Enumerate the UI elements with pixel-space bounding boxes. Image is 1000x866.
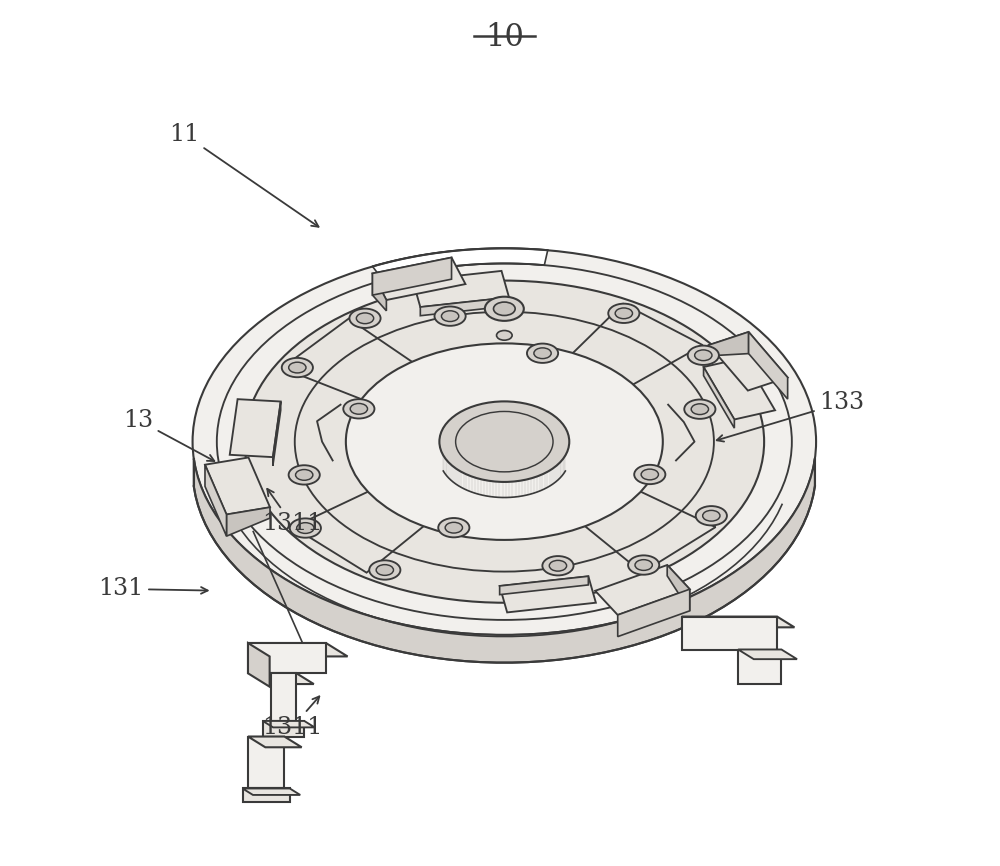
Ellipse shape [282,358,313,378]
Ellipse shape [549,560,567,571]
Text: 131: 131 [98,578,208,600]
Polygon shape [243,788,300,795]
Ellipse shape [691,404,709,415]
Polygon shape [709,332,749,356]
Polygon shape [571,304,703,385]
Polygon shape [595,565,690,615]
Ellipse shape [634,465,665,484]
Ellipse shape [628,555,659,575]
Ellipse shape [376,565,393,575]
Ellipse shape [297,523,314,533]
Ellipse shape [346,344,663,540]
Polygon shape [420,297,509,316]
Ellipse shape [441,311,459,321]
Ellipse shape [684,399,715,419]
Text: 11: 11 [169,123,319,227]
Polygon shape [205,457,270,514]
Ellipse shape [635,559,652,571]
Ellipse shape [435,307,466,326]
Text: 133: 133 [717,391,865,442]
Polygon shape [248,736,302,747]
Ellipse shape [527,344,558,363]
Polygon shape [372,257,465,300]
Ellipse shape [290,519,321,538]
Ellipse shape [489,299,520,319]
Polygon shape [709,332,788,391]
Text: 1311: 1311 [262,489,322,535]
Polygon shape [738,650,781,684]
Ellipse shape [542,556,574,575]
Polygon shape [248,643,326,674]
Polygon shape [500,576,596,612]
Ellipse shape [289,465,320,485]
Polygon shape [372,274,386,311]
Ellipse shape [343,399,374,418]
Ellipse shape [688,346,719,365]
Polygon shape [230,399,281,457]
Polygon shape [271,674,296,721]
Polygon shape [263,721,315,727]
Ellipse shape [350,404,368,414]
Ellipse shape [193,249,816,635]
Polygon shape [248,736,284,788]
Ellipse shape [439,402,569,481]
Polygon shape [618,589,690,637]
Polygon shape [704,367,734,428]
Polygon shape [500,576,588,595]
Ellipse shape [356,313,374,324]
Ellipse shape [438,518,469,537]
Polygon shape [271,674,314,684]
Polygon shape [373,249,548,280]
Text: 10: 10 [485,22,524,53]
Polygon shape [372,257,452,295]
Ellipse shape [494,302,515,315]
Polygon shape [282,319,414,400]
Polygon shape [243,788,290,802]
Polygon shape [293,490,425,572]
Polygon shape [248,643,348,656]
Polygon shape [194,458,815,662]
Text: 1311: 1311 [262,696,322,739]
Polygon shape [682,617,777,650]
Polygon shape [738,650,797,659]
Ellipse shape [445,522,462,533]
Ellipse shape [369,560,400,579]
Polygon shape [248,643,270,687]
Ellipse shape [496,303,513,314]
Polygon shape [205,465,226,536]
Ellipse shape [349,308,381,328]
Polygon shape [682,617,794,627]
Polygon shape [749,332,788,399]
Polygon shape [704,358,775,419]
Ellipse shape [696,506,727,526]
Ellipse shape [641,469,658,480]
Text: 13: 13 [123,409,214,461]
Polygon shape [273,402,281,466]
Ellipse shape [534,348,551,359]
Polygon shape [667,565,690,611]
Ellipse shape [245,281,764,603]
Polygon shape [263,721,304,736]
Ellipse shape [296,469,313,481]
Polygon shape [413,271,509,307]
Ellipse shape [289,362,306,373]
Polygon shape [226,507,270,536]
Ellipse shape [485,297,524,320]
Polygon shape [583,490,716,572]
Ellipse shape [703,510,720,521]
Ellipse shape [608,304,639,323]
Ellipse shape [615,308,632,319]
Ellipse shape [695,350,712,360]
Ellipse shape [497,331,512,340]
